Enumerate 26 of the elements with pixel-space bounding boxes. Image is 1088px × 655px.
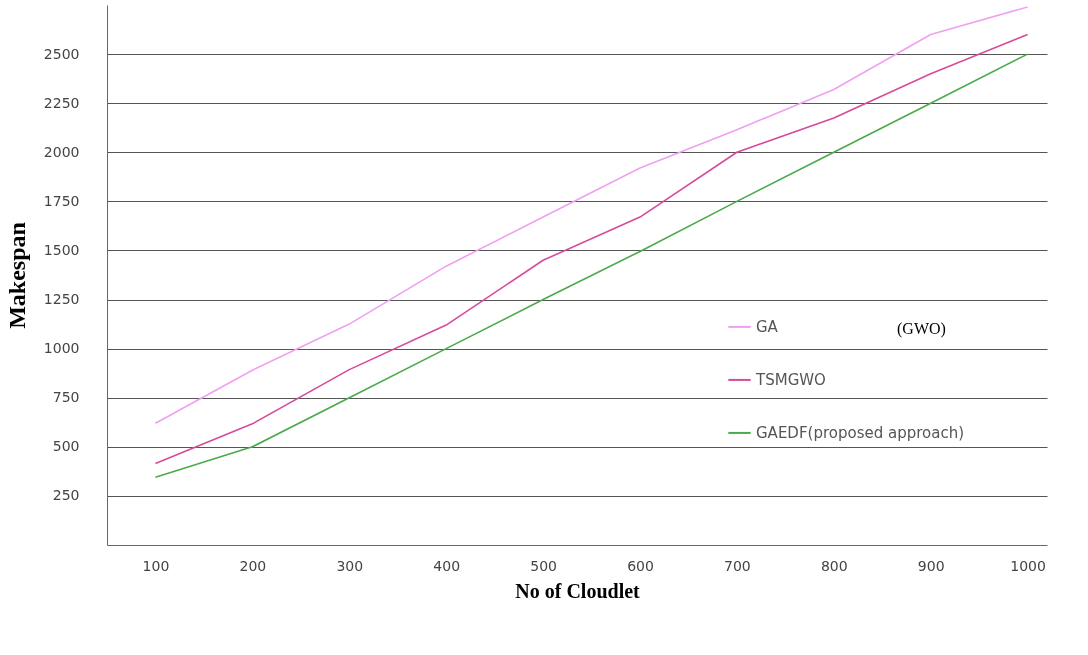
x-tick-label: 1000 [1010, 557, 1046, 574]
y-tick-label: 750 [52, 389, 80, 406]
y-tick-label: 2000 [43, 143, 80, 160]
x-tick-label: 100 [142, 557, 170, 574]
legend-label: TSMGWO [755, 370, 826, 389]
x-tick-label: 900 [917, 557, 945, 574]
x-axis-title: No of Cloudlet [515, 579, 641, 602]
x-tick-label: 800 [820, 557, 848, 574]
x-tick-label: 200 [239, 557, 267, 574]
legend-label: GAEDF(proposed approach) [756, 423, 965, 442]
x-tick-label: 300 [336, 557, 364, 574]
y-tick-label: 1250 [43, 291, 80, 308]
x-tick-label: 600 [627, 557, 654, 574]
y-tick-label: 1750 [43, 192, 80, 209]
y-tick-label: 500 [52, 438, 80, 455]
x-tick-label: 500 [530, 557, 557, 574]
x-tick-label: 700 [724, 557, 751, 574]
y-tick-label: 1500 [43, 241, 80, 258]
y-tick-label: 2250 [43, 94, 80, 111]
x-tick-label: 400 [433, 557, 461, 574]
y-tick-label: 250 [52, 487, 80, 504]
y-tick-label: 2500 [43, 45, 80, 62]
y-axis-title: Makespan [3, 222, 30, 329]
legend-label: GA [756, 317, 779, 336]
annotation: (GWO) [897, 320, 946, 338]
y-tick-label: 1000 [43, 340, 80, 357]
